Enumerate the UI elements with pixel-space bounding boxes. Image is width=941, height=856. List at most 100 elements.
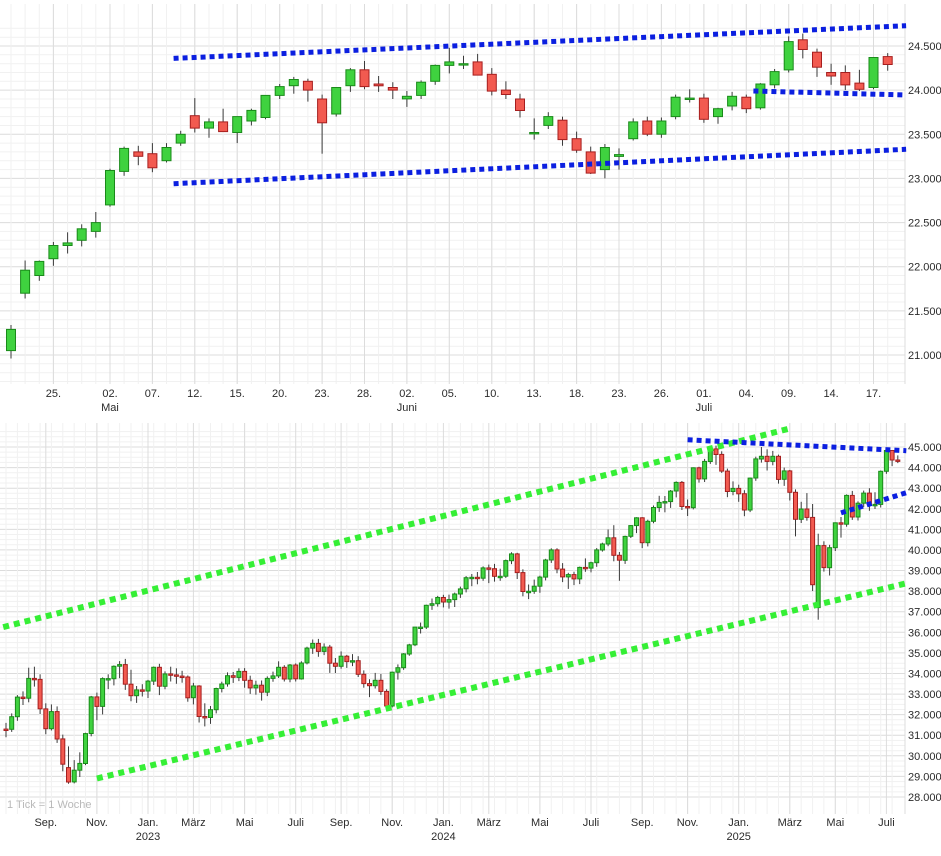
candle-body [395,667,401,673]
candle-body [696,467,702,480]
candle-body [429,603,435,606]
y-axis-label: 38.000 [908,586,941,598]
candle-body [406,644,412,655]
y-axis-label: 35.000 [908,648,941,660]
x-axis-sublabel: 2024 [431,831,455,843]
candle-body [242,670,248,681]
candle-body [446,599,452,603]
candle-body [616,554,622,561]
candle-body [378,679,384,692]
candle-body [6,328,16,352]
x-axis-label: Juli [878,817,895,829]
candle-body [34,260,45,276]
trendline-blue [840,490,908,516]
candle-body [634,517,639,527]
candle-body [90,222,101,232]
candle-body [253,684,259,689]
candle-body [713,108,723,118]
candle-body [639,517,645,544]
candle-body [218,121,229,133]
candle-body [529,132,540,135]
candle-body [736,487,742,495]
x-axis-label: 20. [272,388,287,400]
candle-body [416,81,427,96]
y-axis-label: 31.000 [908,730,941,742]
x-axis-label: Juli [583,817,600,829]
candle-body [668,490,674,503]
tick-note-label: 1 Tick = 1 Woche [7,799,92,811]
candle-body [111,665,117,680]
x-axis-label: März [778,817,802,829]
candle-body [147,153,158,169]
candle-body [815,545,821,609]
candle-body [389,671,395,707]
y-axis-label: 37.000 [908,607,941,619]
candle-body [134,689,140,697]
candle-body [43,708,49,730]
candle-body [821,545,827,569]
candle-body [656,501,662,509]
candle-body [14,696,20,718]
candle-body [698,97,709,120]
candle-body [854,82,865,90]
x-axis-label: Mai [826,817,844,829]
trendline-green [2,425,791,631]
candle-body [690,467,696,509]
candle-body [156,666,162,687]
trendline-blue [687,437,907,454]
x-axis-label: Jan. [433,817,454,829]
candle-body [755,83,766,109]
candle-body [361,673,367,685]
candle-body [185,676,191,699]
candle-body [412,626,418,646]
y-axis-labels: 24.500 24.000 23.500 23.000 22.500 22.000 21.5… [908,41,941,362]
candle-body [384,690,390,707]
x-axis-label: 02. [102,388,117,400]
candle-body [628,121,639,140]
y-axis-label: 24.500 [908,41,941,53]
candle-body [503,560,509,577]
x-axis-label: 01. [696,388,711,400]
trendline-green [96,580,908,782]
candle-body [769,71,780,86]
candle-body [895,459,901,462]
candle-body [247,679,253,689]
x-axis-label: 15. [230,388,245,400]
x-axis-label: Mai [531,817,549,829]
candle-body [327,646,333,664]
candle-body [100,678,106,707]
candle-body [645,520,651,544]
candle-body [537,576,543,587]
candle-body [826,72,837,77]
grid [0,4,906,384]
candle-body [810,516,816,586]
x-axis-label: 26. [654,388,669,400]
y-axis-label: 21.000 [908,350,941,362]
candle-body [440,597,446,603]
candle-body [531,585,537,592]
candle-body [679,481,685,508]
candle-body [702,460,708,480]
candle-body [236,670,242,678]
x-axis-sublabel: Mai [101,402,119,414]
candle-body [878,470,884,505]
candle-body [554,549,560,570]
x-axis-label: 17. [866,388,881,400]
candle-body [48,711,54,730]
candle-body [783,41,794,71]
candle-body [345,69,356,87]
candle-body [724,470,730,492]
candle-body [359,69,370,88]
y-axis-label: 21.500 [908,306,941,318]
candle-body [310,642,316,649]
candle-body [298,662,304,680]
candle-body [713,448,719,455]
candle-body [161,147,172,162]
candles [3,445,901,784]
candle-body [26,677,32,699]
candle-body [105,170,115,206]
candle-body [673,481,679,492]
candle-body [770,455,776,462]
candle-body [582,566,588,570]
